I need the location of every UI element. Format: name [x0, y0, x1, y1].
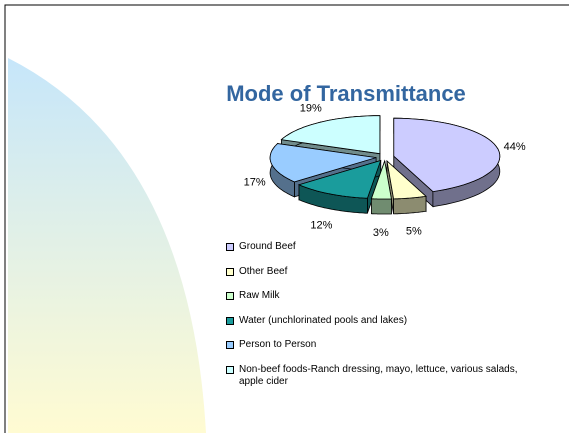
legend-item: Person to Person [226, 339, 526, 364]
legend: Ground Beef Other Beef Raw Milk Water (unch… [226, 241, 526, 389]
decoration [8, 58, 206, 433]
slice [393, 117, 501, 193]
legend-swatch [226, 267, 234, 276]
pie: 44% 5% 3% 12% 17% 19% [244, 102, 526, 239]
legend-swatch [226, 292, 234, 301]
slice [297, 159, 382, 214]
data-label: 19% [300, 102, 322, 114]
legend-item: Raw Milk [226, 290, 526, 315]
slice [386, 159, 427, 200]
legend-label: Ground Beef [239, 241, 296, 252]
legend-label: Non-beef foods-Ranch dressing, mayo, let… [239, 363, 518, 387]
slice [297, 159, 382, 199]
data-label: 3% [373, 227, 389, 239]
slice [386, 159, 427, 215]
data-label: 44% [504, 141, 526, 153]
legend-swatch [226, 341, 234, 350]
legend-label: Water (unchlorinated pools and lakes) [239, 314, 408, 326]
legend-item: Non-beef foods-Ranch dressing, mayo, let… [226, 364, 526, 389]
slide-border [4, 4, 569, 433]
legend-label: Person to Person [239, 339, 317, 351]
legend-label: Other Beef [239, 265, 288, 277]
data-label: 17% [244, 176, 266, 188]
slice [280, 115, 381, 155]
slice [370, 159, 392, 215]
legend-item: Ground Beef [226, 241, 526, 266]
slice-side [371, 198, 392, 215]
legend-label: Raw Milk [239, 290, 280, 302]
legend-swatch [226, 243, 234, 251]
slice [269, 143, 377, 183]
legend-swatch [226, 365, 234, 374]
data-label: 5% [406, 226, 422, 238]
data-label: 12% [310, 220, 332, 232]
legend-item: Other Beef [226, 266, 526, 291]
slice [370, 159, 392, 200]
legend-swatch [226, 316, 234, 325]
chart-title: Mode of Transmittance [226, 81, 466, 106]
legend-item: Water (unchlorinated pools and lakes) [226, 315, 526, 340]
